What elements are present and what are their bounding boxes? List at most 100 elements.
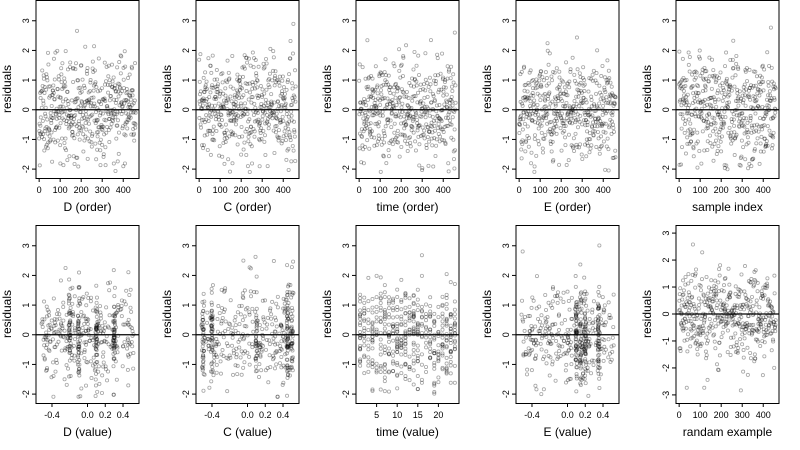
- data-point: [85, 156, 90, 161]
- data-point: [533, 112, 538, 117]
- data-point: [388, 90, 393, 95]
- y-axis-label: residuals: [160, 290, 174, 338]
- data-point: [528, 68, 533, 73]
- data-point: [106, 369, 111, 374]
- data-point: [567, 120, 572, 125]
- data-point: [254, 73, 259, 78]
- data-point: [63, 265, 68, 270]
- data-point: [389, 110, 394, 115]
- data-point: [404, 89, 409, 94]
- data-point: [280, 138, 285, 143]
- y-tick-label: -2: [501, 165, 511, 173]
- data-point: [415, 308, 420, 313]
- data-point: [64, 112, 69, 117]
- data-point: [112, 112, 117, 117]
- data-point: [126, 352, 131, 357]
- data-point: [291, 98, 296, 103]
- data-point: [544, 349, 549, 354]
- data-point: [682, 122, 687, 127]
- data-point: [68, 318, 73, 323]
- data-point: [112, 85, 117, 90]
- data-point: [529, 305, 534, 310]
- data-point: [540, 118, 545, 123]
- data-point: [400, 74, 405, 79]
- data-point: [43, 144, 48, 149]
- data-point: [432, 99, 437, 104]
- data-point: [702, 148, 707, 153]
- data-point: [127, 104, 132, 109]
- data-point: [395, 295, 400, 300]
- data-point: [723, 92, 728, 97]
- data-point: [587, 150, 592, 155]
- data-point: [744, 87, 749, 92]
- data-point: [444, 296, 449, 301]
- data-point: [257, 137, 262, 142]
- data-point: [599, 134, 604, 139]
- data-point: [589, 371, 594, 376]
- data-point: [449, 84, 454, 89]
- y-tick-label: -1: [21, 360, 31, 368]
- data-point: [101, 124, 106, 129]
- data-point: [444, 361, 449, 366]
- data-point: [730, 119, 735, 124]
- data-point: [564, 92, 569, 97]
- data-point: [703, 76, 708, 81]
- data-point: [89, 376, 94, 381]
- data-point: [239, 103, 244, 108]
- data-point: [56, 339, 61, 344]
- data-point: [88, 129, 93, 134]
- data-point: [550, 78, 555, 83]
- data-point: [735, 91, 740, 96]
- data-point: [746, 93, 751, 98]
- data-point: [63, 84, 68, 89]
- data-point: [119, 54, 124, 59]
- data-point: [762, 67, 767, 72]
- data-point: [53, 369, 58, 374]
- data-point: [131, 101, 136, 106]
- data-point: [723, 80, 728, 85]
- data-point: [69, 312, 74, 317]
- x-tick-label: 0.2: [579, 410, 592, 420]
- data-point: [743, 292, 748, 297]
- data-point: [128, 105, 133, 110]
- data-point: [113, 89, 118, 94]
- data-point: [591, 132, 596, 137]
- data-point: [733, 284, 738, 289]
- data-point: [211, 373, 216, 378]
- data-point: [381, 82, 386, 87]
- data-point: [440, 138, 445, 143]
- data-point: [593, 78, 598, 83]
- data-point: [133, 125, 138, 130]
- data-point: [274, 324, 279, 329]
- data-point: [424, 369, 429, 374]
- data-point: [405, 141, 410, 146]
- data-point: [434, 118, 439, 123]
- data-point: [45, 342, 50, 347]
- data-point: [97, 140, 102, 145]
- data-point: [736, 346, 741, 351]
- data-point: [573, 131, 578, 136]
- data-point: [374, 105, 379, 110]
- data-point: [577, 91, 582, 96]
- data-point: [571, 145, 576, 150]
- data-point: [391, 85, 396, 90]
- data-point: [78, 90, 83, 95]
- data-point: [275, 116, 280, 121]
- data-point: [255, 85, 260, 90]
- data-point: [247, 169, 252, 174]
- data-point: [677, 162, 682, 167]
- data-point: [55, 138, 60, 143]
- data-point: [79, 386, 84, 391]
- data-point: [524, 96, 529, 101]
- data-point: [121, 86, 126, 91]
- data-point: [450, 108, 455, 113]
- data-point: [682, 98, 687, 103]
- data-point: [588, 114, 593, 119]
- data-point: [422, 110, 427, 115]
- y-tick-label: -2: [661, 165, 671, 173]
- data-point: [531, 103, 536, 108]
- data-point: [586, 113, 591, 118]
- data-point: [219, 113, 224, 118]
- data-point: [126, 105, 131, 110]
- data-point: [717, 112, 722, 117]
